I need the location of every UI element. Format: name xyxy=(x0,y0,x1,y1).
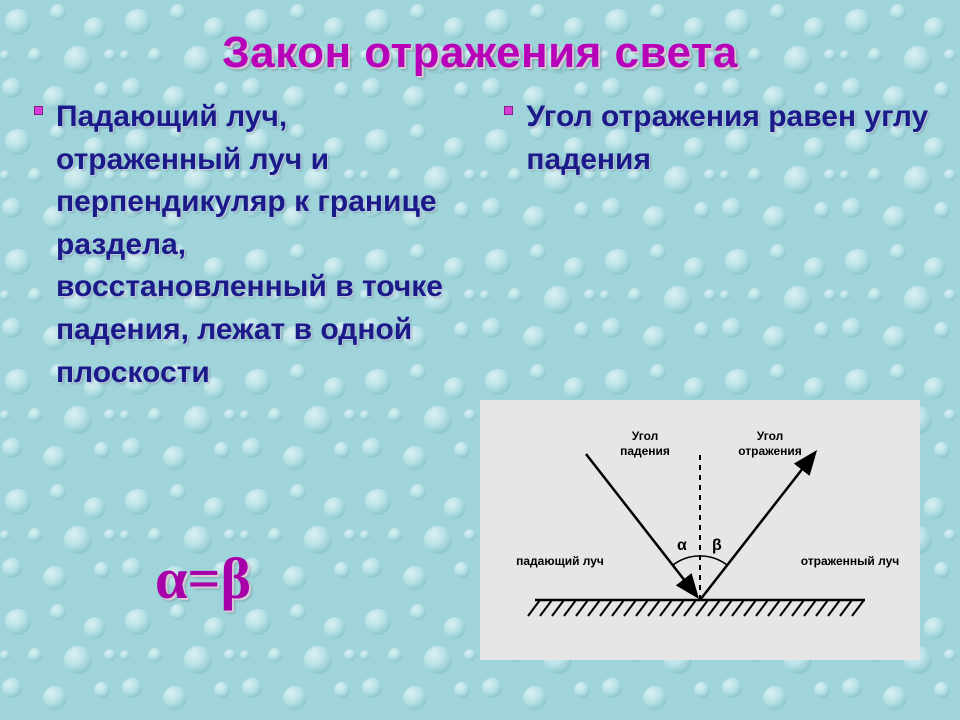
bullet-square-icon xyxy=(34,106,43,115)
left-column: Падающий луч, отраженный луч и перпендик… xyxy=(0,96,470,394)
angle-reflection-label-2: отражения xyxy=(738,444,802,458)
right-body-text: Угол отражения равен углу падения xyxy=(526,96,940,181)
reflected-ray-label: отраженный луч xyxy=(801,554,900,568)
reflected-ray xyxy=(700,454,814,600)
beta-label: β xyxy=(712,537,722,554)
alpha-label: α xyxy=(677,537,687,554)
formula-equals: = xyxy=(187,546,220,611)
formula-alpha-eq-beta: α=β xyxy=(155,545,251,612)
title-container: Закон отражения света xyxy=(0,0,960,96)
slide-title: Закон отражения света xyxy=(0,28,960,78)
reflection-svg: α β Угол падения Угол отражения падающий… xyxy=(480,400,920,660)
left-body-text: Падающий луч, отраженный луч и перпендик… xyxy=(56,96,450,394)
incident-ray xyxy=(586,454,696,595)
incident-ray-label: падающий луч xyxy=(516,554,604,568)
reflection-diagram: α β Угол падения Угол отражения падающий… xyxy=(480,400,920,660)
angle-arc-alpha xyxy=(673,556,700,565)
two-column-layout: Падающий луч, отраженный луч и перпендик… xyxy=(0,96,960,394)
angle-reflection-label-1: Угол xyxy=(757,429,784,443)
right-column: Угол отражения равен углу падения xyxy=(470,96,960,394)
surface-hatching xyxy=(528,600,864,616)
angle-incidence-label-1: Угол xyxy=(632,429,659,443)
bullet-square-icon xyxy=(504,106,513,115)
angle-arc-beta xyxy=(700,556,727,565)
formula-beta: β xyxy=(220,546,251,611)
angle-incidence-label-2: падения xyxy=(620,444,670,458)
formula-alpha: α xyxy=(155,546,187,611)
slide-content: Закон отражения света Падающий луч, отра… xyxy=(0,0,960,720)
